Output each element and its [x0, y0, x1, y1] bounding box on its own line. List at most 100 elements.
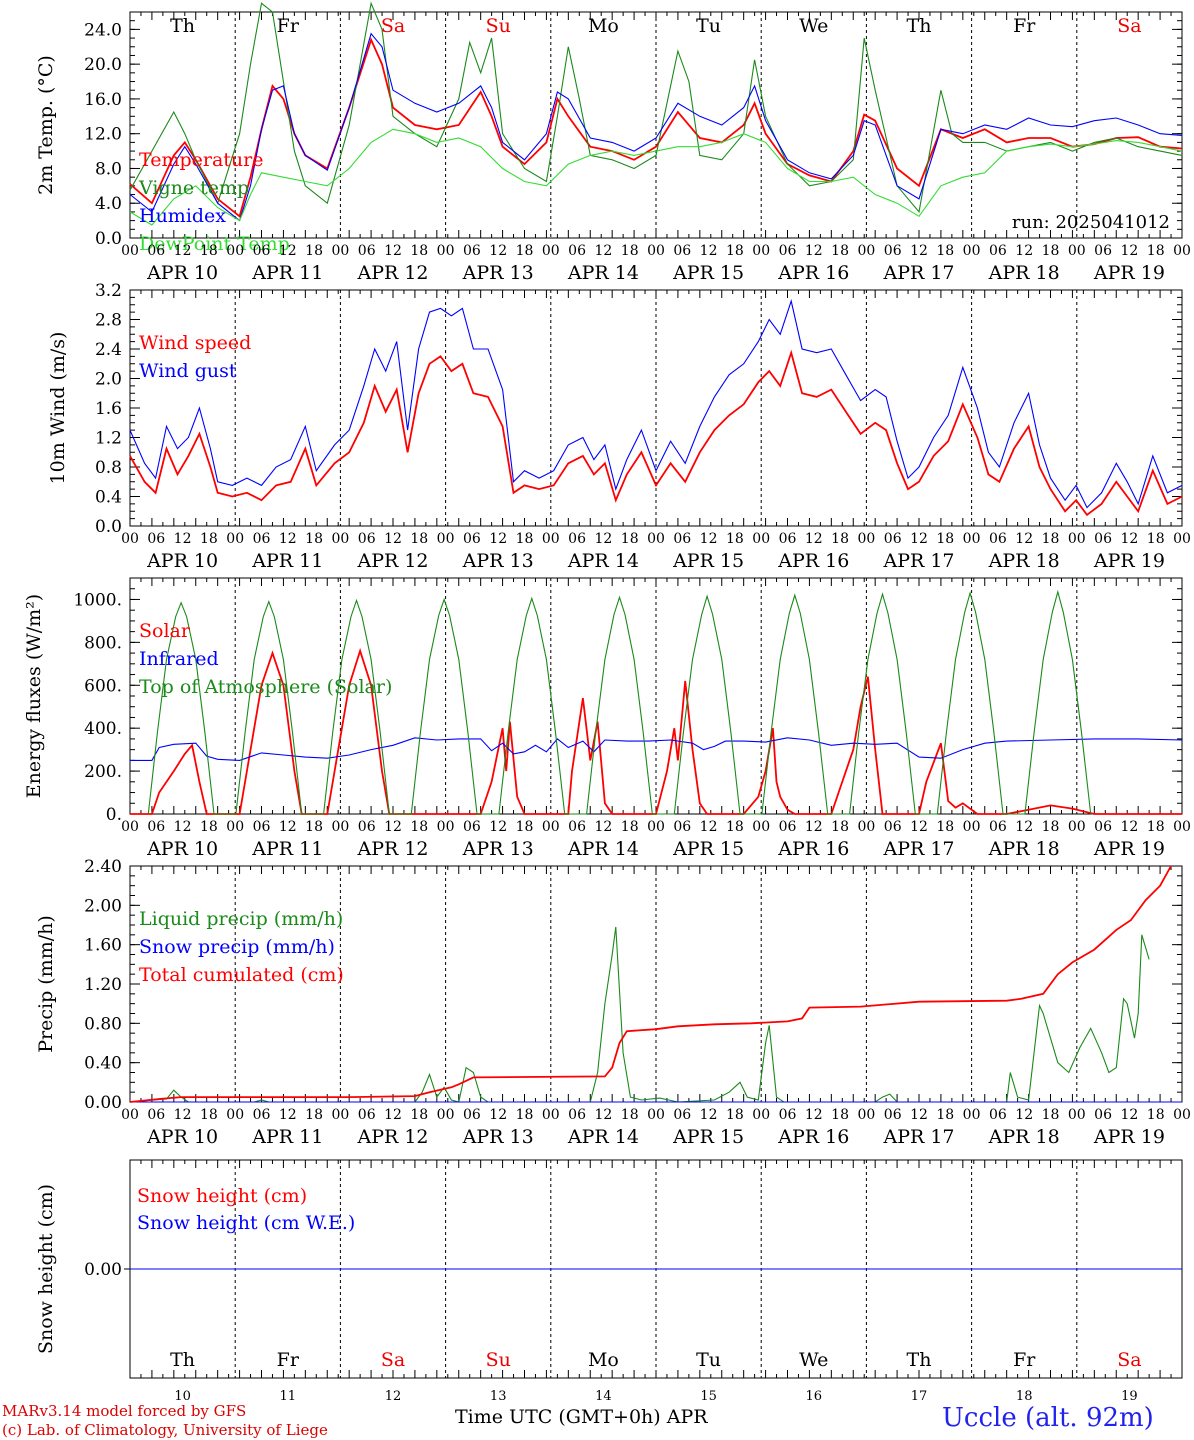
hour-tick-label: 06: [673, 819, 691, 835]
hour-tick-label: 06: [147, 531, 165, 547]
hour-tick-label: 06: [147, 819, 165, 835]
hour-tick-label: 06: [673, 243, 691, 259]
model-credit: MARv3.14 model forced by GFS: [2, 1402, 247, 1420]
date-label: APR 13: [462, 1126, 534, 1148]
hour-tick-label: 00: [1068, 819, 1086, 835]
hour-tick-label: 18: [1147, 243, 1165, 259]
date-label: APR 11: [251, 262, 323, 284]
day-number-label: 16: [806, 1389, 823, 1404]
y-tick-label: 12.0: [84, 125, 122, 145]
hour-tick-label: 12: [1120, 1107, 1138, 1123]
legend-entry: Humidex: [139, 205, 226, 227]
hour-tick-label: 12: [1015, 243, 1033, 259]
legend-entry: Temperature: [139, 149, 263, 171]
hour-tick-label: 12: [805, 243, 823, 259]
date-label: APR 13: [462, 550, 534, 572]
weekday-label: Fr: [277, 15, 300, 37]
hour-tick-label: 12: [805, 819, 823, 835]
date-label: APR 14: [567, 838, 639, 860]
hour-tick-label: 00: [752, 531, 770, 547]
hour-tick-label: 06: [989, 819, 1007, 835]
hour-tick-label: 00: [542, 243, 560, 259]
date-label: APR 15: [672, 262, 744, 284]
y-tick-label: 8.0: [95, 159, 122, 179]
hour-tick-label: 18: [936, 1107, 954, 1123]
hour-tick-label: 06: [1094, 819, 1112, 835]
panel-2: [129, 289, 1183, 527]
weekday-label: Su: [486, 1349, 511, 1371]
hour-tick-label: 12: [384, 819, 402, 835]
hour-tick-label: 06: [358, 531, 376, 547]
panel-4: [129, 865, 1183, 1103]
hour-tick-label: 06: [358, 1107, 376, 1123]
y-tick-label: 16.0: [84, 90, 122, 110]
hour-tick-label: 00: [647, 819, 665, 835]
y-tick-label: 0.80: [84, 1014, 122, 1034]
y-tick-label: 800.: [84, 633, 122, 653]
series-line: [147, 589, 1092, 815]
y-axis-label: 10m Wind (m/s): [47, 332, 69, 485]
hour-tick-label: 12: [279, 819, 297, 835]
y-axis-label: Energy fluxes (W/m²): [23, 594, 45, 798]
hour-tick-label: 06: [989, 1107, 1007, 1123]
hour-tick-label: 18: [1042, 243, 1060, 259]
day-number-label: 19: [1121, 1389, 1138, 1404]
hour-tick-label: 00: [331, 1107, 349, 1123]
y-tick-label: 0.0: [95, 517, 122, 537]
hour-tick-label: 12: [910, 531, 928, 547]
hour-tick-label: 00: [542, 819, 560, 835]
weekday-label: Sa: [381, 1349, 405, 1371]
y-tick-label: 0.40: [84, 1054, 122, 1074]
date-label: APR 17: [882, 550, 954, 572]
x-axis-label: Time UTC (GMT+0h) APR: [455, 1406, 708, 1428]
hour-tick-label: 00: [963, 819, 981, 835]
hour-tick-label: 06: [463, 243, 481, 259]
weekday-label: Sa: [1117, 15, 1141, 37]
legend-entry: Wind gust: [139, 360, 237, 382]
hour-tick-label: 18: [200, 1107, 218, 1123]
panel-1: [129, 1, 1183, 239]
hour-tick-label: 00: [1068, 1107, 1086, 1123]
hour-tick-label: 06: [147, 1107, 165, 1123]
hour-tick-label: 06: [884, 243, 902, 259]
y-tick-label: 1.20: [84, 975, 122, 995]
y-tick-label: 1.60: [84, 936, 122, 956]
hour-tick-label: 00: [647, 243, 665, 259]
hour-tick-label: 06: [463, 1107, 481, 1123]
date-label: APR 19: [1093, 550, 1165, 572]
series-line: [129, 37, 1183, 218]
hour-tick-label: 06: [779, 531, 797, 547]
hour-tick-label: 12: [805, 1107, 823, 1123]
lab-credit: (c) Lab. of Climatology, University of L…: [2, 1421, 328, 1439]
hour-tick-label: 12: [489, 819, 507, 835]
y-tick-label: 0.8: [95, 458, 122, 478]
date-label: APR 14: [567, 550, 639, 572]
y-axis-label: Snow height (cm): [35, 1184, 57, 1354]
date-label: APR 18: [988, 550, 1060, 572]
y-tick-label: 400.: [84, 719, 122, 739]
legend-entry: Vigne temp: [138, 177, 249, 199]
date-label: APR 13: [462, 838, 534, 860]
y-tick-label: 0.0: [95, 229, 122, 249]
hour-tick-label: 18: [1147, 1107, 1165, 1123]
hour-tick-label: 12: [1015, 1107, 1033, 1123]
hour-tick-label: 00: [1173, 243, 1191, 259]
legend-entry: Snow precip (mm/h): [139, 936, 335, 958]
series-line: [129, 32, 1183, 222]
hour-tick-label: 00: [647, 531, 665, 547]
hour-tick-label: 18: [1042, 531, 1060, 547]
date-label: APR 17: [882, 262, 954, 284]
series-line: [129, 926, 1150, 1103]
hour-tick-label: 12: [700, 819, 718, 835]
hour-tick-label: 18: [621, 531, 639, 547]
hour-tick-label: 12: [174, 531, 192, 547]
hour-tick-label: 00: [857, 819, 875, 835]
hour-tick-label: 18: [410, 531, 428, 547]
date-label: APR 10: [146, 1126, 218, 1148]
hour-tick-label: 18: [621, 1107, 639, 1123]
hour-tick-label: 12: [594, 243, 612, 259]
series-line: [129, 128, 1183, 226]
hour-tick-label: 12: [910, 243, 928, 259]
hour-tick-label: 18: [200, 819, 218, 835]
hour-tick-label: 00: [1068, 243, 1086, 259]
